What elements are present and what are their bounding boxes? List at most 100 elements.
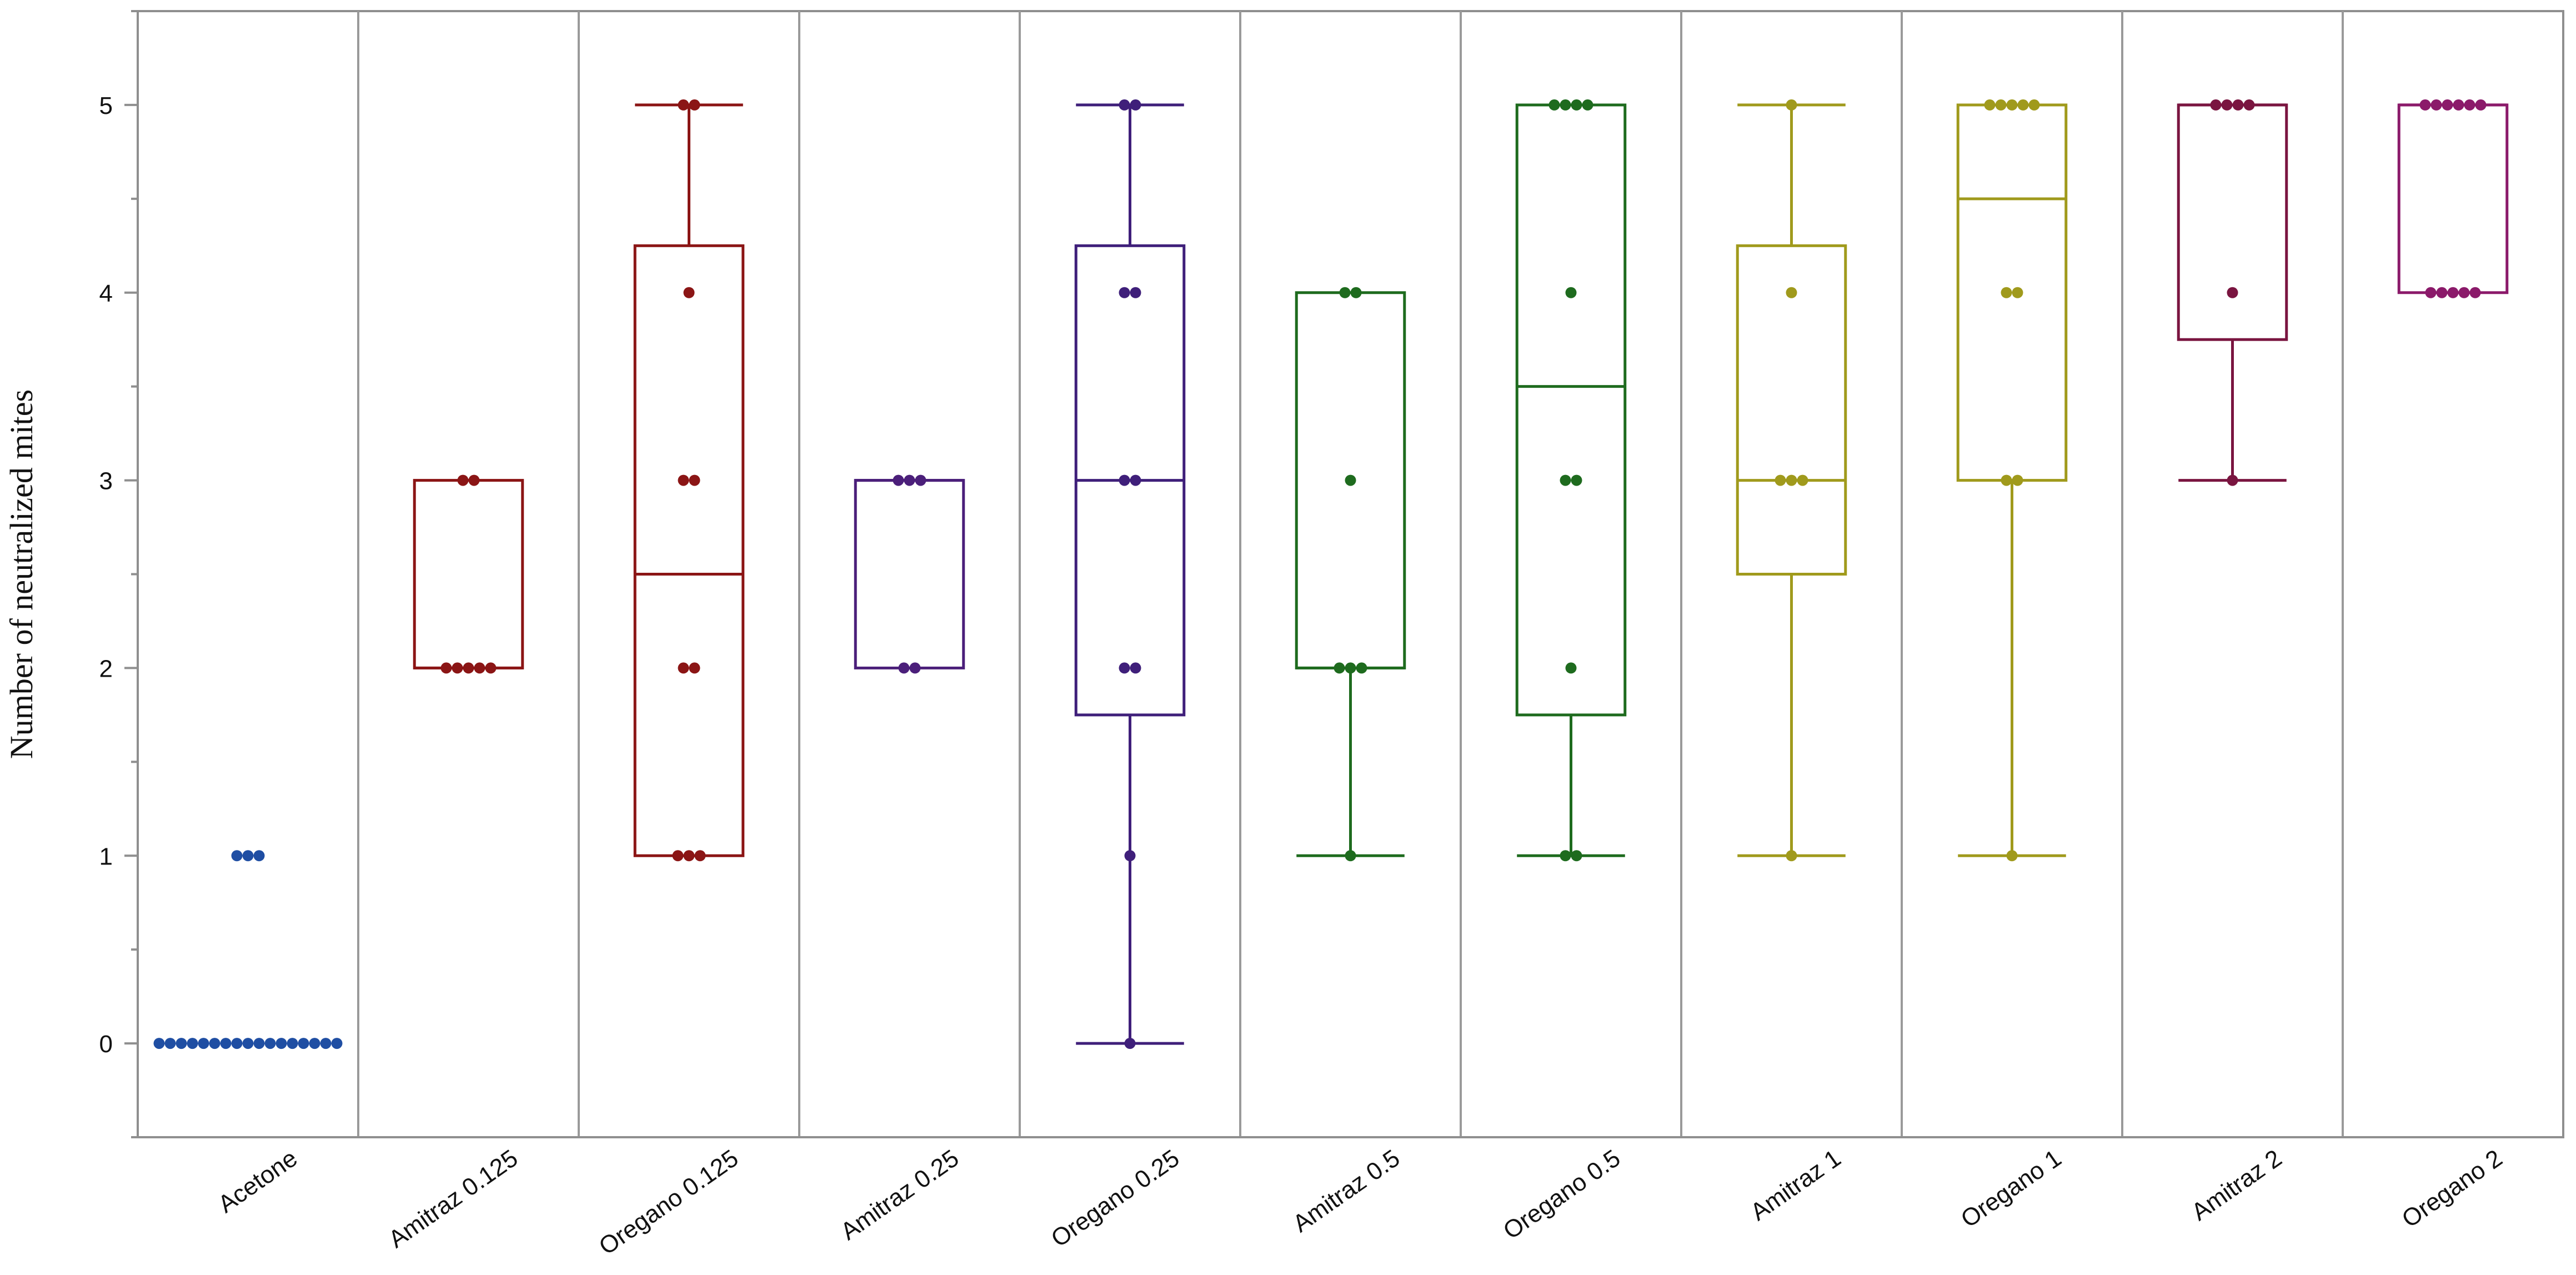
- data-point: [1797, 474, 1808, 486]
- data-point: [689, 662, 700, 674]
- iqr-box: [1736, 244, 1847, 576]
- data-point: [468, 474, 480, 486]
- data-point: [1571, 99, 1582, 111]
- data-point: [1560, 850, 1571, 862]
- data-point: [915, 474, 926, 486]
- data-point: [242, 1038, 254, 1049]
- x-category-label: Oregano 0.125: [594, 1144, 744, 1261]
- data-point: [1345, 662, 1356, 674]
- data-point: [1571, 850, 1582, 862]
- data-point: [1786, 474, 1797, 486]
- data-point: [1786, 850, 1797, 862]
- data-point: [2453, 99, 2464, 111]
- y-tick-label: 3: [99, 468, 113, 495]
- data-point: [2464, 99, 2475, 111]
- data-point: [187, 1038, 198, 1049]
- data-point: [2001, 287, 2012, 298]
- x-category-label: Oregano 2: [2397, 1144, 2507, 1233]
- data-point: [1119, 474, 1130, 486]
- data-point: [457, 474, 469, 486]
- data-point: [275, 1038, 287, 1049]
- data-point: [1565, 287, 1577, 298]
- y-tick-label: 5: [99, 92, 113, 119]
- data-point: [672, 850, 684, 862]
- data-point: [2006, 99, 2018, 111]
- data-point: [1130, 287, 1141, 298]
- data-point: [1548, 99, 1560, 111]
- data-point: [231, 1038, 243, 1049]
- data-point: [2243, 99, 2255, 111]
- plot-frame-layer: [137, 10, 2564, 1138]
- data-point: [689, 99, 700, 111]
- data-point: [1130, 474, 1141, 486]
- data-point: [1130, 99, 1141, 111]
- data-point: [242, 850, 254, 862]
- data-point: [231, 850, 243, 862]
- data-point: [485, 662, 497, 674]
- data-point: [2425, 287, 2437, 298]
- data-point: [474, 662, 485, 674]
- data-point: [2419, 99, 2431, 111]
- data-point: [198, 1038, 209, 1049]
- data-point: [2227, 287, 2238, 298]
- data-point: [440, 662, 452, 674]
- data-point: [1124, 850, 1136, 862]
- data-point: [1119, 662, 1130, 674]
- data-point: [1560, 474, 1571, 486]
- y-tick-label: 2: [99, 655, 113, 682]
- x-category-label: Oregano 0.5: [1499, 1144, 1625, 1244]
- data-point: [683, 850, 695, 862]
- data-point: [452, 662, 463, 674]
- y-tick-label: 0: [99, 1031, 113, 1058]
- data-point: [164, 1038, 176, 1049]
- data-point: [694, 850, 706, 862]
- data-point: [2232, 99, 2244, 111]
- axes: [124, 10, 2563, 1138]
- data-point: [678, 99, 689, 111]
- x-category-label: Amitraz 0.25: [836, 1144, 964, 1246]
- data-point: [1582, 99, 1593, 111]
- data-point: [2017, 99, 2029, 111]
- data-point: [2469, 287, 2481, 298]
- data-point: [2012, 474, 2023, 486]
- data-point: [1350, 287, 1362, 298]
- data-point: [176, 1038, 187, 1049]
- data-point: [678, 662, 689, 674]
- y-axis-title: Number of neutralized mites: [3, 389, 39, 759]
- data-point: [898, 662, 910, 674]
- y-tick-label: 4: [99, 280, 113, 307]
- data-point: [678, 474, 689, 486]
- data-point: [2006, 850, 2018, 862]
- data-point: [1119, 287, 1130, 298]
- data-points: [153, 99, 2487, 1049]
- data-point: [2442, 99, 2453, 111]
- data-point: [287, 1038, 298, 1049]
- data-point: [893, 474, 904, 486]
- data-point: [683, 287, 695, 298]
- data-point: [689, 474, 700, 486]
- data-point: [904, 474, 915, 486]
- data-point: [1560, 99, 1571, 111]
- data-point: [2447, 287, 2459, 298]
- data-point: [253, 850, 265, 862]
- data-point: [463, 662, 474, 674]
- plot-area-border: [137, 10, 2564, 1138]
- data-point: [1124, 1038, 1136, 1049]
- data-point: [1984, 99, 1996, 111]
- data-point: [1995, 99, 2007, 111]
- data-point: [2221, 99, 2233, 111]
- data-point: [320, 1038, 332, 1049]
- data-point: [2227, 474, 2238, 486]
- data-point: [1119, 99, 1130, 111]
- data-point: [209, 1038, 220, 1049]
- data-point: [1130, 662, 1141, 674]
- data-point: [1345, 474, 1356, 486]
- data-point: [2436, 287, 2448, 298]
- data-point: [1334, 662, 1345, 674]
- data-point: [2458, 287, 2470, 298]
- data-point: [253, 1038, 265, 1049]
- x-category-label: Amitraz 1: [1746, 1144, 1846, 1226]
- category-separators: [357, 11, 2344, 1137]
- x-category-label: Oregano 0.25: [1046, 1144, 1185, 1252]
